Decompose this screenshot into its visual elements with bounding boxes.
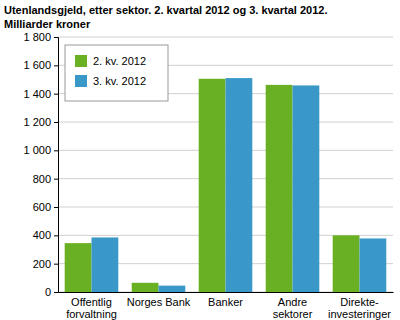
- bar: [266, 85, 293, 292]
- bar: [199, 79, 226, 292]
- tick: 200: [33, 258, 58, 270]
- title: Utenlandsgjeld, etter sektor. 2. kvartal…: [4, 4, 327, 16]
- tick-label: 200: [33, 258, 51, 270]
- bar: [92, 237, 119, 292]
- tick: 600: [33, 201, 58, 213]
- tick-label: 600: [33, 201, 51, 213]
- bar: [293, 85, 320, 292]
- bar: [333, 235, 360, 292]
- tick-mark: [54, 207, 58, 208]
- bar: [226, 78, 253, 292]
- tick: 400: [33, 229, 58, 241]
- tick-label: Norges Bank: [127, 296, 191, 308]
- plot-area: [65, 78, 387, 292]
- tick-label: Banker: [208, 296, 243, 308]
- tick: Offentligforvaltning: [66, 292, 117, 320]
- bar: [65, 243, 92, 292]
- tick: Norges Bank: [127, 292, 191, 308]
- tick-label: 0: [45, 286, 51, 298]
- tick: 1 200: [23, 116, 58, 128]
- y-axis: 0 200 400 600 800 1 000 1 200 1 400 1 600 1 800: [23, 31, 58, 298]
- tick-mark: [54, 150, 58, 151]
- tick: 0: [45, 286, 58, 298]
- tick-mark: [54, 264, 58, 265]
- x-axis: Offentligforvaltning Norges Bank Banker And…: [59, 292, 394, 320]
- tick-label: 1 600: [23, 59, 51, 71]
- legend-swatch: [75, 55, 87, 67]
- tick-label: Offentligforvaltning: [66, 296, 117, 320]
- tick-label: 1 400: [23, 88, 51, 100]
- tick: Direkte-investeringer: [328, 292, 391, 320]
- tick-mark: [54, 235, 58, 236]
- tick-mark: [54, 65, 58, 66]
- series: [92, 78, 387, 292]
- tick: 1 400: [23, 88, 58, 100]
- tick: 1 000: [23, 144, 58, 156]
- bar: [132, 283, 159, 292]
- legend: 2. kv. 2012 3. kv. 2012: [65, 45, 168, 101]
- legend-box: [65, 45, 168, 101]
- tick: 1 800: [23, 31, 58, 43]
- axis-line: [59, 292, 394, 293]
- grid: [58, 37, 393, 292]
- legend-label: 3. kv. 2012: [93, 75, 146, 87]
- tick-label: 800: [33, 173, 51, 185]
- tick-label: 400: [33, 229, 51, 241]
- legend-item: 2. kv. 2012: [75, 55, 146, 67]
- legend-item: 3. kv. 2012: [75, 75, 146, 87]
- tick: 1 600: [23, 59, 58, 71]
- bar: [360, 238, 387, 292]
- chart: Utenlandsgjeld, etter sektor. 2. kvartal…: [0, 0, 400, 320]
- tick-label: 1 000: [23, 144, 51, 156]
- axis-line: [54, 38, 59, 293]
- tick-mark: [54, 122, 58, 123]
- series: [65, 79, 360, 292]
- tick: 800: [33, 173, 58, 185]
- tick-label: Andresektorer: [273, 296, 313, 320]
- tick-mark: [54, 94, 58, 95]
- grid-line: [58, 37, 393, 38]
- tick-mark: [54, 292, 58, 293]
- subtitle: Milliarder kroner: [4, 18, 91, 30]
- tick-label: 1 800: [23, 31, 51, 43]
- tick-mark: [54, 179, 58, 180]
- tick: Banker: [208, 292, 243, 308]
- tick-label: Direkte-investeringer: [328, 296, 391, 320]
- legend-label: 2. kv. 2012: [93, 55, 146, 67]
- tick-label: 1 200: [23, 116, 51, 128]
- tick: Andresektorer: [273, 292, 313, 320]
- legend-swatch: [75, 75, 87, 87]
- tick-mark: [54, 37, 58, 38]
- bar: [159, 286, 186, 292]
